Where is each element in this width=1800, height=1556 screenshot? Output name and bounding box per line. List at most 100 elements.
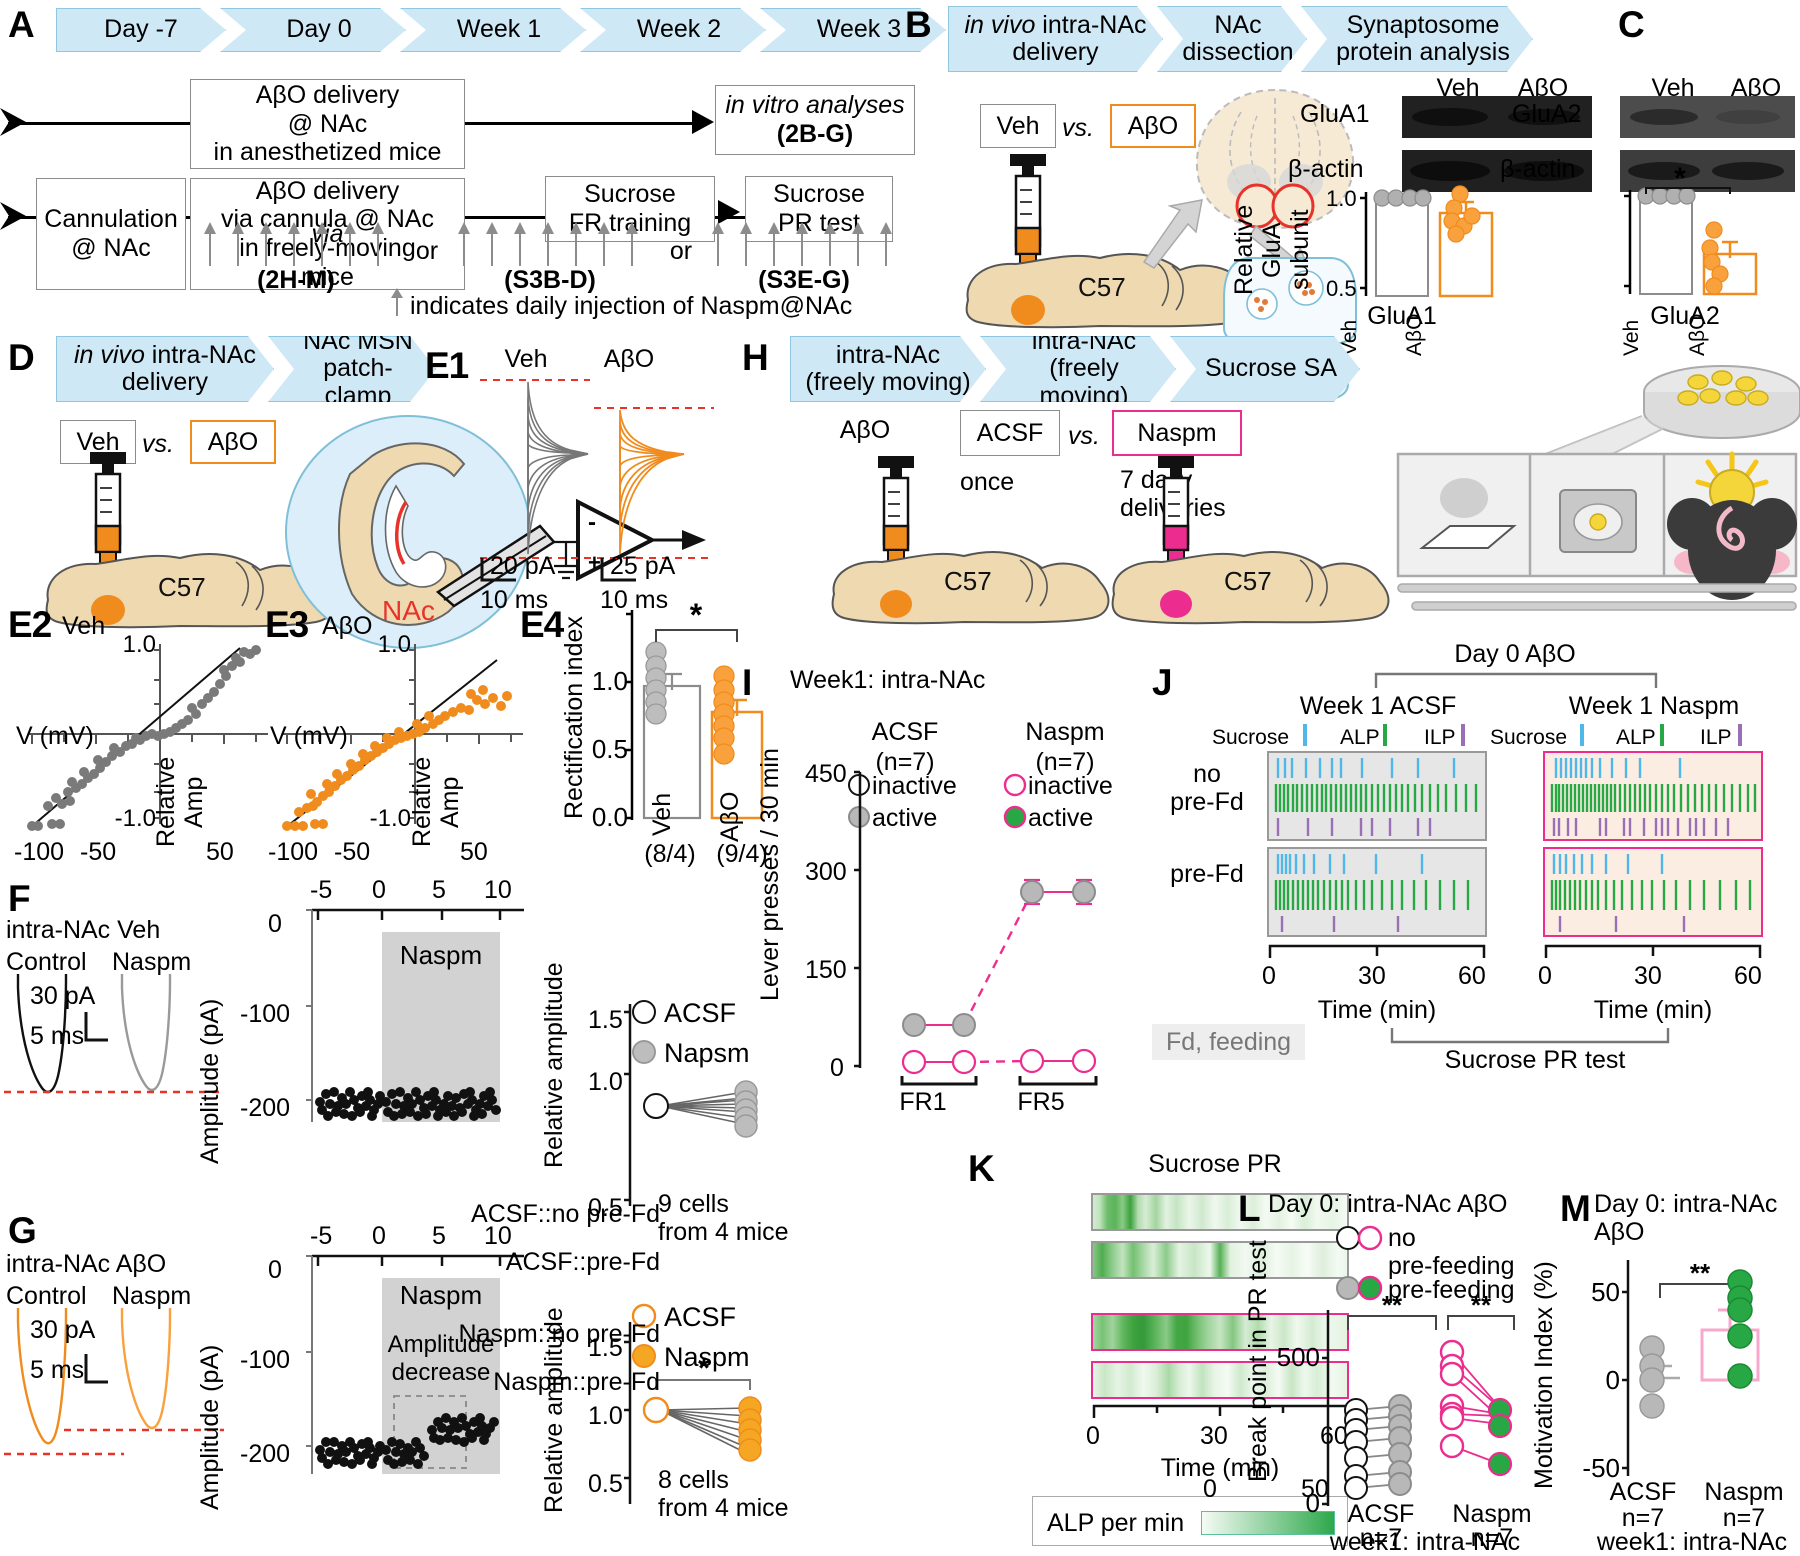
slice-electrode-d: NAc - + xyxy=(285,415,706,649)
panel-i-letter: I xyxy=(742,662,752,703)
panel-f-ytick-m200: -200 xyxy=(240,1094,291,1122)
panel-k-colorbar-gradient xyxy=(1201,1511,1335,1535)
panel-l-letter: L xyxy=(1238,1188,1261,1229)
abo-box-b: AβO xyxy=(1110,104,1196,148)
panel-h-left-sub: once xyxy=(960,468,1015,496)
panel-b-letter: B xyxy=(905,4,932,45)
panel-g-trace-label-naspm: Naspm xyxy=(112,1282,192,1310)
arrowhead-left-2 xyxy=(0,202,26,230)
panel-f-paired-plot: ACSF Napsm xyxy=(624,998,758,1206)
panel-g-ytick-m100: -100 xyxy=(240,1346,291,1374)
panel-e4-plot: 1.0 0.5 0.0 * xyxy=(592,597,764,832)
panel-i-title: Week1: intra-NAc xyxy=(790,666,986,694)
ref-2h-m: (2H-M) xyxy=(257,266,335,294)
e1-trace-label-abo: AβO xyxy=(603,345,655,373)
panel-j-xaxis-left xyxy=(1268,944,1486,958)
panel-f-right-ytick-05: 0.5 xyxy=(588,1194,623,1222)
panel-i-ytick-450: 450 xyxy=(805,760,847,788)
box-abo-cannula: via AβO delivery via cannula @ NAc in fr… xyxy=(190,177,465,291)
arrow-to-coronal xyxy=(1142,199,1203,269)
panel-j-legend-ilp-swatch-left xyxy=(1461,724,1465,746)
panel-m-ylabel: Motivation Index (%) xyxy=(1530,1261,1558,1489)
panel-k-rowlabel-3: Naspm::pre-Fd xyxy=(493,1368,660,1396)
panel-m-title: Day 0: intra-NAc AβO xyxy=(1594,1190,1778,1246)
panel-j-raster-acsf-nopre xyxy=(1267,751,1487,841)
panel-g-right-ytick-15: 1.5 xyxy=(588,1334,623,1362)
panel-i-legend-acsf-n: (n=7) xyxy=(875,748,935,776)
e1-scale-y-left: 20 pA xyxy=(490,552,556,580)
panel-e4-letter: E4 xyxy=(520,604,564,645)
panel-k-letter: K xyxy=(968,1148,995,1189)
panel-j-xlabel-left: Time (min) xyxy=(1317,996,1437,1024)
panel-m-n-naspm: n=7 xyxy=(1722,1504,1766,1532)
panel-i-ytick-150: 150 xyxy=(805,956,847,984)
e1-scale-y-right: 25 pA xyxy=(610,552,676,580)
svg-text:0: 0 xyxy=(1606,1365,1620,1395)
panel-j-legend-ilp-swatch-right xyxy=(1738,724,1742,746)
or-label-2: or xyxy=(669,237,693,265)
panel-e2-ylabel: Relative Amp xyxy=(152,756,208,848)
panel-j-xaxis-right xyxy=(1544,944,1762,958)
svg-text:1.0: 1.0 xyxy=(592,666,628,696)
panel-g-ytick-0: 0 xyxy=(268,1256,282,1284)
panel-j-legend-sucrose-swatch-left xyxy=(1303,724,1307,746)
panel-e3-xtick-m100: -100 xyxy=(268,838,319,866)
or-label-1: or xyxy=(415,237,439,265)
panel-g-xtick-m5: -5 xyxy=(310,1222,333,1250)
timeline-step-2: Week 1 xyxy=(400,8,586,52)
ref-s3e-g: (S3E-G) xyxy=(758,266,850,294)
panel-i-ytick-300: 300 xyxy=(805,858,847,886)
panel-j-legend-alp-left: ALP xyxy=(1340,726,1380,749)
panel-j-raster-naspm-pre xyxy=(1543,847,1763,937)
panel-k-xtick-30: 30 xyxy=(1200,1422,1228,1450)
panel-e2-xtick-m50: -50 xyxy=(80,838,117,866)
panel-g-right-ylabel: Relative amplitude xyxy=(540,1307,568,1513)
panel-h-step-1: intra-NAc (freely moving) xyxy=(980,336,1176,402)
panel-g-title: intra-NAc AβO xyxy=(6,1250,167,1278)
vs-label-d: vs. xyxy=(142,430,174,458)
panel-k-rowlabel-2: Naspm::no pre-Fd xyxy=(458,1320,660,1348)
panel-g-ylabel: Amplitude (pA) xyxy=(196,1344,224,1510)
svg-text:Naspm: Naspm xyxy=(664,1342,750,1372)
e1-scalebars xyxy=(480,558,636,582)
panel-f-letter: F xyxy=(8,878,31,919)
svg-text:**: ** xyxy=(1690,1258,1711,1288)
panel-c-group-label: GluA2 xyxy=(1650,302,1720,330)
daily-injection-arrows xyxy=(204,222,892,266)
svg-text:**: ** xyxy=(1382,1290,1403,1320)
panel-i-xtick-fr5: FR5 xyxy=(1017,1088,1065,1116)
syringe-brain-d: C57 xyxy=(45,452,335,629)
timeline-step-3: Week 2 xyxy=(580,8,766,52)
svg-text:*: * xyxy=(690,597,703,633)
timeline-step-1: Day 0 xyxy=(220,8,406,52)
panel-e3-xlabel: V (mV) xyxy=(270,722,348,750)
panel-b-step-1: NAc dissection xyxy=(1157,6,1307,72)
panel-f-note: 9 cells from 4 mice xyxy=(658,1190,789,1246)
panel-e4-n-abo: (9/4) xyxy=(716,840,768,868)
panel-e3-ylabel: Relative Amp xyxy=(408,756,464,848)
panel-h-step-2: Sucrose SA xyxy=(1170,336,1360,402)
panel-g-scale-x: 5 ms xyxy=(30,1356,85,1384)
panel-j-fd-note: Fd, feeding xyxy=(1152,1024,1306,1060)
veh-box-b: Veh xyxy=(980,104,1056,148)
panel-f-title: intra-NAc Veh xyxy=(6,916,161,944)
svg-text:1.0: 1.0 xyxy=(378,631,411,658)
panel-i-legend-marker-naspm-inactive xyxy=(1003,773,1027,797)
vs-label-h: vs. xyxy=(1068,422,1100,450)
panel-j-rowlabel-pre: pre-Fd xyxy=(1170,860,1244,888)
panel-g-xtick-0: 0 xyxy=(372,1222,386,1250)
svg-text:Napsm: Napsm xyxy=(664,1038,750,1068)
panel-m-n-acsf: n=7 xyxy=(1621,1504,1665,1532)
panel-c-bar-chart: * xyxy=(1624,162,1758,296)
panel-g-timeplot: Naspm Amplitude decrease xyxy=(306,1254,524,1474)
panel-k-colorbar-label: ALP per min xyxy=(1047,1509,1185,1537)
svg-text:C57: C57 xyxy=(944,566,992,596)
panel-k-xtick-0: 0 xyxy=(1086,1422,1100,1450)
panel-e3-xtick-m50: -50 xyxy=(334,838,371,866)
blot-row-glua1: GluA1 xyxy=(1300,100,1370,128)
blot-row-glua2: GluA2 xyxy=(1512,100,1582,128)
panel-j-raster-acsf-pre xyxy=(1267,847,1487,937)
svg-text:0.5: 0.5 xyxy=(592,734,628,764)
panel-b-bar-chart: 1.0 0.5 xyxy=(1326,185,1494,301)
panel-j-xtick-60-left: 60 xyxy=(1458,962,1486,990)
